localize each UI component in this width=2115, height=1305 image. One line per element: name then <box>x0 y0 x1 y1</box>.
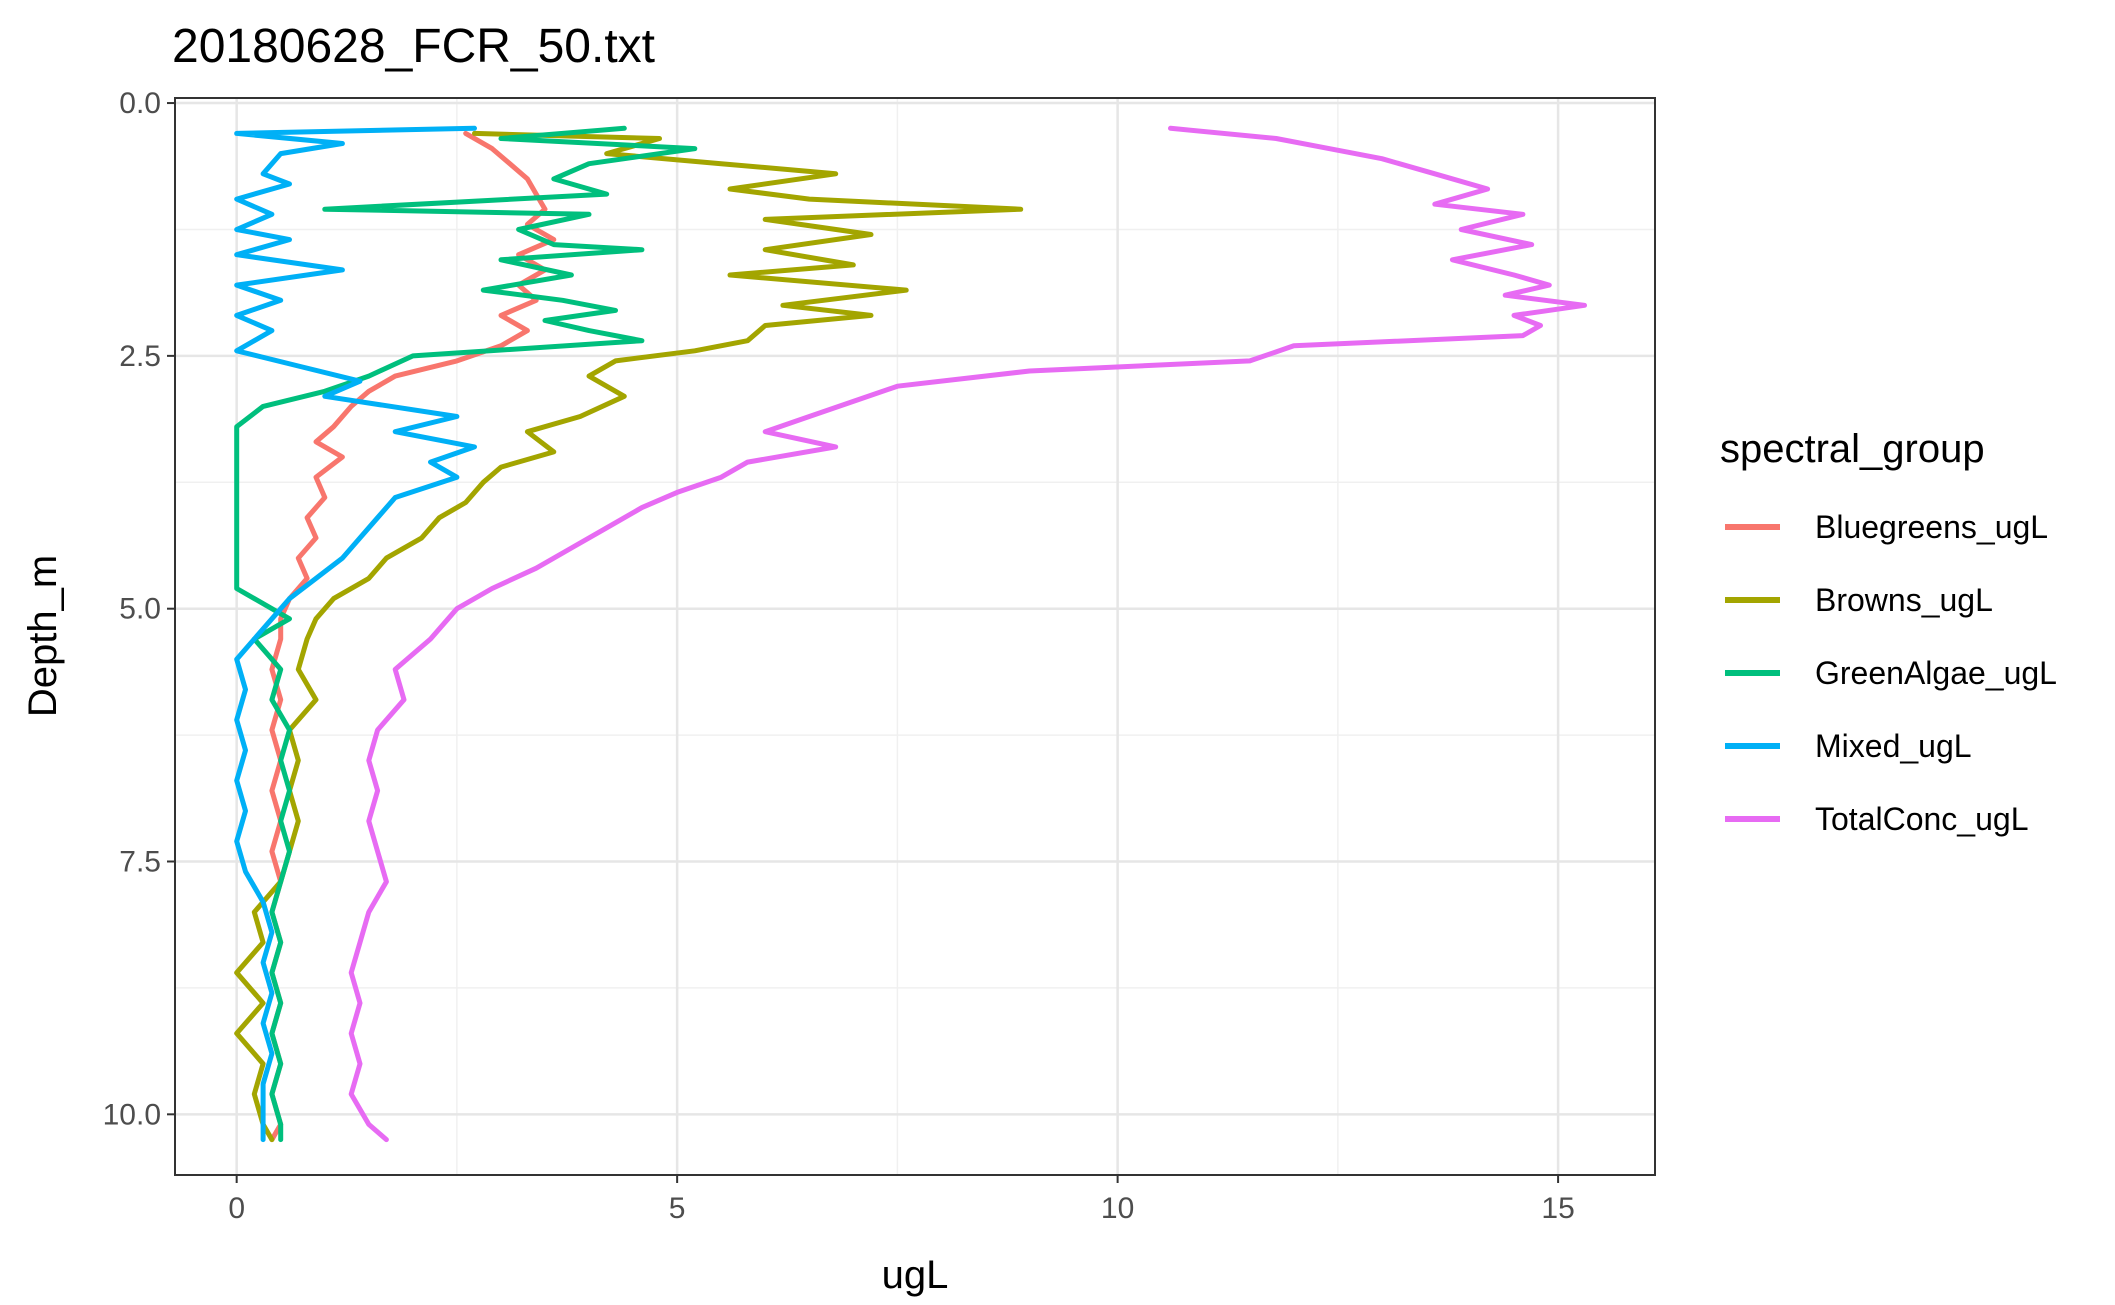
legend-item: Browns_ugL <box>1725 582 1993 618</box>
grid-minor <box>175 98 1655 1175</box>
grid-major <box>175 98 1655 1175</box>
legend-item: Mixed_ugL <box>1725 728 1972 764</box>
y-axis-label: Depth_m <box>21 555 65 717</box>
legend-item: GreenAlgae_ugL <box>1725 655 2057 691</box>
y-tick-label: 5.0 <box>119 593 161 626</box>
legend-title: spectral_group <box>1720 427 1985 471</box>
x-tick-label: 5 <box>669 1192 686 1225</box>
legend-label: Browns_ugL <box>1815 582 1993 618</box>
x-axis-label: ugL <box>882 1253 949 1297</box>
y-tick-label: 10.0 <box>103 1098 161 1131</box>
series-lines <box>234 125 1587 1143</box>
series-line-mixed-ugl <box>234 125 477 1143</box>
legend-label: TotalConc_ugL <box>1815 801 2028 837</box>
series-line-greenalgae-ugl <box>234 125 698 1143</box>
legend-items: Bluegreens_ugL Browns_ugL GreenAlgae_ugL Mi… <box>1725 509 2057 837</box>
chart-title: 20180628_FCR_50.txt <box>172 20 655 73</box>
legend-label: GreenAlgae_ugL <box>1815 655 2057 691</box>
plot-panel <box>175 98 1655 1175</box>
y-axis: 0.0 2.5 5.0 7.5 10.0 <box>103 87 175 1131</box>
series-line-totalconc-ugl <box>348 125 1587 1143</box>
x-axis: 0 5 10 15 <box>228 1175 1575 1225</box>
x-tick-label: 10 <box>1101 1192 1134 1225</box>
legend-label: Bluegreens_ugL <box>1815 509 2048 545</box>
legend-label: Mixed_ugL <box>1815 728 1972 764</box>
x-tick-label: 15 <box>1541 1192 1574 1225</box>
y-tick-label: 2.5 <box>119 340 161 373</box>
legend-item: Bluegreens_ugL <box>1725 509 2048 545</box>
series-line-browns-ugl <box>234 130 1024 1143</box>
legend-item: TotalConc_ugL <box>1725 801 2028 837</box>
x-tick-label: 0 <box>228 1192 245 1225</box>
plot-border <box>174 97 1656 1176</box>
y-tick-label: 0.0 <box>119 87 161 120</box>
y-tick-label: 7.5 <box>119 846 161 879</box>
legend: spectral_group Bluegreens_ugL Browns_ugL G… <box>1720 427 2057 837</box>
